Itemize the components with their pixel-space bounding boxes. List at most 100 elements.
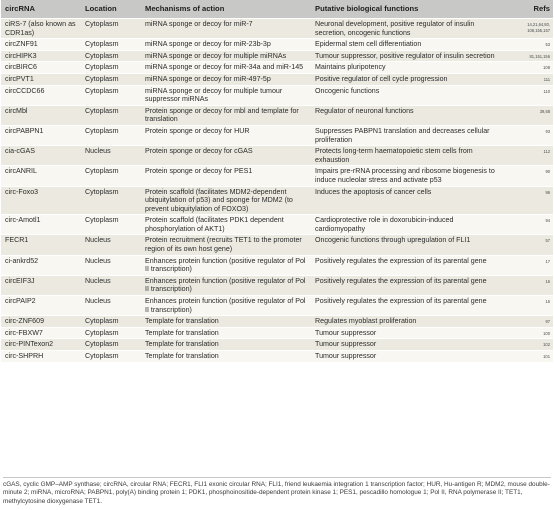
cell-circrna: circMbl (1, 104, 81, 126)
cell-circrna: circZNF91 (1, 38, 81, 51)
cell-circrna: circHIPK3 (1, 49, 81, 62)
header-mechanism: Mechanisms of action (141, 0, 311, 19)
table-row: cia-cGAS Nucleus Protein sponge or decoy f… (1, 145, 553, 166)
cell-mechanism: Protein sponge or decoy for mbl and temp… (141, 104, 311, 126)
cell-location: Cytoplasm (81, 214, 141, 235)
table-row: circZNF91 Cytoplasm miRNA sponge or decoy … (1, 38, 553, 51)
cell-location: Cytoplasm (81, 315, 141, 328)
cell-functions: Impairs pre-rRNA processing and ribosome… (311, 165, 509, 186)
cell-refs: 111 (509, 72, 553, 86)
cell-refs: 93 (509, 124, 553, 146)
cell-location: Cytoplasm (81, 84, 141, 106)
cell-circrna: circ-SHPRH (1, 349, 81, 362)
cell-refs: 112 (509, 145, 553, 166)
cell-mechanism: Protein sponge or decoy for PES1 (141, 165, 311, 186)
cell-functions: Tumour suppressor (311, 338, 509, 351)
cell-circrna: circ-ZNF609 (1, 315, 81, 328)
table-row: circPVT1 Cytoplasm miRNA sponge or decoy f… (1, 72, 553, 86)
cell-functions: Tumour suppressor (311, 326, 509, 339)
cell-location: Nucleus (81, 274, 141, 296)
cell-location: Cytoplasm (81, 165, 141, 186)
table-row: ci-ankrd52 Nucleus Enhances protein functi… (1, 254, 553, 276)
cell-circrna: circ-PINTexon2 (1, 338, 81, 351)
cell-mechanism: Template for translation (141, 338, 311, 351)
cell-circrna: circBIRC6 (1, 61, 81, 74)
header-row: circRNA Location Mechanisms of action Pu… (1, 0, 553, 19)
cell-circrna: cia-cGAS (1, 145, 81, 166)
table-row: ciRS-7 (also known as CDR1as) Cytoplasm mi… (1, 17, 553, 39)
cell-refs: 17 (509, 254, 553, 276)
cell-refs: 102 (509, 338, 553, 351)
header-functions: Putative biological functions (311, 0, 509, 19)
cell-refs: 81,151,156 (509, 49, 553, 62)
cell-refs: 97 (509, 315, 553, 328)
cell-refs: 16 (509, 295, 553, 316)
cell-circrna: circ-FBXW7 (1, 326, 81, 339)
cell-location: Cytoplasm (81, 72, 141, 86)
cell-functions: Tumour suppressor (311, 349, 509, 362)
cell-refs: 96 (509, 185, 553, 215)
cell-circrna: circCCDC66 (1, 84, 81, 106)
cell-mechanism: miRNA sponge or decoy for miR-497-5p (141, 72, 311, 86)
cell-mechanism: Enhances protein function (positive regu… (141, 274, 311, 296)
cell-circrna: circPABPN1 (1, 124, 81, 146)
table-row: circBIRC6 Cytoplasm miRNA sponge or decoy … (1, 61, 553, 74)
cell-mechanism: Template for translation (141, 326, 311, 339)
cell-functions: Induces the apoptosis of cancer cells (311, 185, 509, 215)
cell-location: Cytoplasm (81, 61, 141, 74)
cell-circrna: circEIF3J (1, 274, 81, 296)
cell-mechanism: miRNA sponge or decoy for miR-23b-3p (141, 38, 311, 51)
cell-location: Cytoplasm (81, 124, 141, 146)
table-body: ciRS-7 (also known as CDR1as) Cytoplasm mi… (1, 17, 553, 362)
cell-mechanism: miRNA sponge or decoy for miR-34a and mi… (141, 61, 311, 74)
circrna-table: circRNA Location Mechanisms of action Pu… (1, 0, 553, 362)
cell-circrna: ciRS-7 (also known as CDR1as) (1, 17, 81, 39)
cell-functions: Protects long-term haematopoietic stem c… (311, 145, 509, 166)
cell-refs: 57 (509, 234, 553, 256)
cell-functions: Cardioprotective role in doxorubicin-ind… (311, 214, 509, 235)
cell-refs: 39,58 (509, 104, 553, 126)
cell-refs: 110 (509, 84, 553, 106)
table-row: circ-Foxo3 Cytoplasm Protein scaffold (fac… (1, 185, 553, 215)
cell-functions: Oncogenic functions (311, 84, 509, 106)
cell-location: Cytoplasm (81, 49, 141, 62)
table-row: circPAIP2 Nucleus Enhances protein functio… (1, 295, 553, 316)
cell-mechanism: miRNA sponge or decoy for multiple tumou… (141, 84, 311, 106)
cell-location: Cytoplasm (81, 104, 141, 126)
cell-functions: Oncogenic functions through upregulation… (311, 234, 509, 256)
cell-location: Cytoplasm (81, 349, 141, 362)
table-row: circ-Amotl1 Cytoplasm Protein scaffold (fa… (1, 214, 553, 235)
cell-refs: 108 (509, 61, 553, 74)
table-row: circMbl Cytoplasm Protein sponge or decoy … (1, 104, 553, 126)
cell-functions: Maintains pluripotency (311, 61, 509, 74)
cell-mechanism: Protein sponge or decoy for HUR (141, 124, 311, 146)
cell-circrna: circ-Amotl1 (1, 214, 81, 235)
cell-refs: 14,21,64,80, 108,155,157 (509, 17, 553, 39)
cell-circrna: circPVT1 (1, 72, 81, 86)
cell-functions: Positive regulator of cell cycle progres… (311, 72, 509, 86)
cell-mechanism: miRNA sponge or decoy for miR-7 (141, 17, 311, 39)
cell-mechanism: Protein scaffold (facilitates PDK1 depen… (141, 214, 311, 235)
cell-refs: 16 (509, 274, 553, 296)
cell-functions: Epidermal stem cell differentiation (311, 38, 509, 51)
cell-circrna: circPAIP2 (1, 295, 81, 316)
cell-location: Nucleus (81, 234, 141, 256)
cell-location: Cytoplasm (81, 185, 141, 215)
table-row: circPABPN1 Cytoplasm Protein sponge or dec… (1, 124, 553, 146)
cell-refs: 53 (509, 38, 553, 51)
cell-mechanism: miRNA sponge or decoy for multiple miRNA… (141, 49, 311, 62)
cell-circrna: circ-Foxo3 (1, 185, 81, 215)
cell-functions: Positively regulates the expression of i… (311, 254, 509, 276)
table-header: circRNA Location Mechanisms of action Pu… (1, 0, 553, 19)
table-footnote: cGAS, cyclic GMP–AMP synthase; circRNA, … (3, 477, 551, 506)
cell-location: Nucleus (81, 295, 141, 316)
cell-location: Nucleus (81, 254, 141, 276)
cell-mechanism: Template for translation (141, 315, 311, 328)
table-row: circANRIL Cytoplasm Protein sponge or deco… (1, 165, 553, 186)
cell-functions: Regulates myoblast proliferation (311, 315, 509, 328)
table-row: circEIF3J Nucleus Enhances protein functio… (1, 274, 553, 296)
cell-functions: Regulator of neuronal functions (311, 104, 509, 126)
cell-functions: Neuronal development, positive regulator… (311, 17, 509, 39)
cell-functions: Tumour suppressor, positive regulator of… (311, 49, 509, 62)
table-row: FECR1 Nucleus Protein recruitment (recruit… (1, 234, 553, 256)
